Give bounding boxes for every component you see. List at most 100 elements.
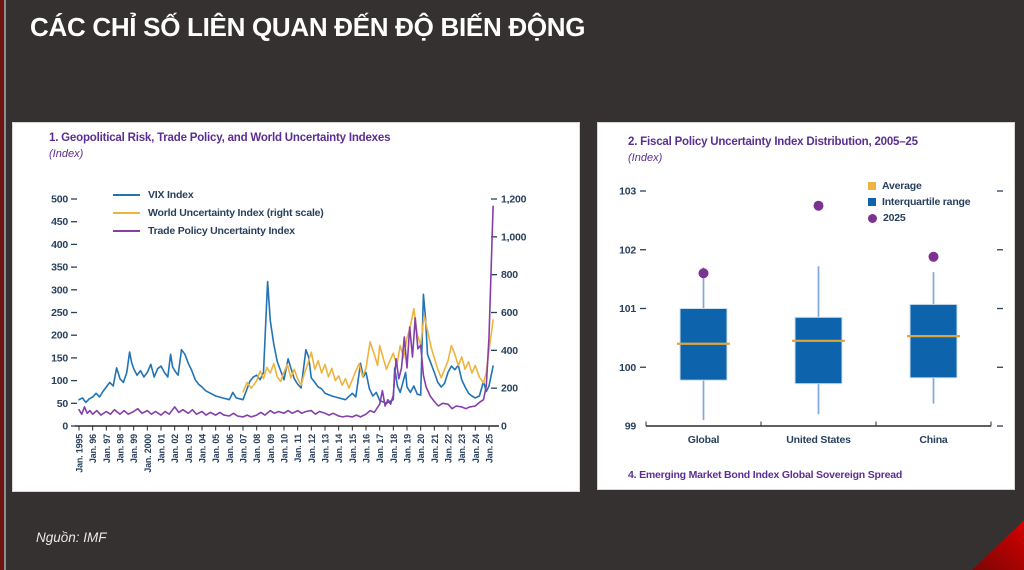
dot-2025 (698, 268, 709, 279)
svg-text:Jan. 17: Jan. 17 (375, 434, 385, 463)
svg-text:Jan. 18: Jan. 18 (389, 434, 399, 463)
svg-text:150: 150 (51, 352, 68, 364)
svg-text:450: 450 (51, 216, 68, 228)
svg-text:Jan. 2000: Jan. 2000 (143, 434, 153, 473)
legend-item-0: Average (868, 180, 970, 192)
legend-item-1: World Uncertainty Index (right scale) (113, 207, 324, 219)
svg-text:250: 250 (51, 307, 68, 319)
legend-label: 2025 (883, 212, 906, 224)
svg-text:Jan. 14: Jan. 14 (334, 434, 344, 463)
svg-text:Jan. 20: Jan. 20 (416, 434, 426, 463)
panel-uncertainty-indexes-chart: 1. Geopolitical Risk, Trade Policy, and … (12, 122, 580, 492)
legend-label: Average (882, 180, 922, 192)
svg-text:0: 0 (62, 421, 68, 433)
axes: 99 100 101 102 103 Global United States China (619, 186, 1003, 446)
series-line-0 (78, 280, 494, 405)
svg-text:Jan. 07: Jan. 07 (239, 434, 249, 463)
legend-circle-swatch (868, 213, 877, 223)
svg-text:Jan. 03: Jan. 03 (184, 434, 194, 463)
svg-text:500: 500 (51, 194, 68, 206)
svg-text:Jan. 97: Jan. 97 (102, 434, 112, 463)
svg-text:50: 50 (57, 398, 69, 410)
svg-text:100: 100 (619, 362, 636, 374)
svg-text:1,200: 1,200 (501, 194, 527, 206)
chart1-subtitle: (Index) (49, 148, 84, 160)
svg-text:Jan. 08: Jan. 08 (252, 434, 262, 463)
svg-text:Jan. 06: Jan. 06 (225, 434, 235, 463)
svg-text:200: 200 (501, 383, 518, 395)
svg-text:200: 200 (51, 330, 68, 342)
chart2-title: 2. Fiscal Policy Uncertainty Index Distr… (628, 136, 918, 148)
svg-text:Jan. 98: Jan. 98 (116, 434, 126, 463)
svg-text:Jan. 02: Jan. 02 (170, 434, 180, 463)
left-accent-strip (0, 0, 4, 570)
svg-text:1,000: 1,000 (501, 231, 527, 243)
svg-text:Jan. 15: Jan. 15 (348, 434, 358, 463)
slide-title: CÁC CHỈ SỐ LIÊN QUAN ĐẾN ĐỘ BIẾN ĐỘNG (30, 12, 586, 42)
svg-text:Jan. 19: Jan. 19 (403, 434, 413, 463)
legend-item-2: 2025 (868, 212, 970, 224)
legend-item-0: VIX Index (113, 189, 324, 201)
legend-item-1: Interquartile range (868, 196, 971, 208)
line-chart: 0 50 100 150 200 250 300 350 400 450 500 0 200 400 600… (51, 194, 527, 473)
svg-text:Jan. 99: Jan. 99 (129, 434, 139, 463)
svg-text:Global: Global (688, 434, 720, 446)
chart2-subtitle: (Index) (628, 152, 663, 164)
source-note: Nguồn: IMF (36, 530, 107, 545)
series-line-2 (78, 205, 494, 418)
svg-text:400: 400 (501, 345, 518, 357)
svg-text:0: 0 (501, 421, 507, 433)
svg-text:Jan. 09: Jan. 09 (266, 434, 276, 463)
svg-text:China: China (919, 434, 948, 446)
svg-text:Jan. 25: Jan. 25 (485, 434, 495, 463)
svg-text:800: 800 (501, 269, 518, 281)
svg-text:Jan. 23: Jan. 23 (457, 434, 467, 463)
svg-text:300: 300 (51, 284, 68, 296)
svg-text:Jan. 01: Jan. 01 (157, 434, 167, 463)
svg-text:Jan. 1995: Jan. 1995 (75, 434, 85, 473)
svg-text:400: 400 (51, 239, 68, 251)
box-united-states (792, 200, 845, 415)
panel-fiscal-uncertainty-boxplot: 2. Fiscal Policy Uncertainty Index Distr… (597, 122, 1015, 490)
dot-2025 (928, 251, 939, 262)
svg-text:Jan. 12: Jan. 12 (307, 434, 317, 463)
box-plot-chart: 99 100 101 102 103 Global United States China (619, 186, 1003, 446)
chart1-title: 1. Geopolitical Risk, Trade Policy, and … (49, 132, 391, 144)
next-chart-heading: 4. Emerging Market Bond Index Global Sov… (628, 469, 903, 481)
series-line-1 (242, 307, 494, 393)
svg-text:101: 101 (619, 303, 636, 315)
chart1-legend: VIX Index World Uncertainty Index (right … (113, 189, 324, 237)
svg-text:Jan. 16: Jan. 16 (362, 434, 372, 463)
svg-text:102: 102 (619, 244, 636, 256)
red-triangle (972, 520, 1024, 570)
svg-text:350: 350 (51, 262, 68, 274)
left-accent-line (4, 0, 6, 570)
svg-text:100: 100 (51, 375, 68, 387)
svg-text:99: 99 (625, 421, 637, 433)
legend-item-2: Trade Policy Uncertainty Index (113, 225, 324, 237)
legend-line-swatch (113, 193, 140, 197)
legend-line-swatch (113, 211, 140, 215)
svg-text:Jan. 96: Jan. 96 (88, 434, 98, 463)
svg-text:600: 600 (501, 307, 518, 319)
legend-label: World Uncertainty Index (right scale) (148, 207, 324, 219)
svg-text:Jan. 05: Jan. 05 (211, 434, 221, 463)
svg-text:Jan. 22: Jan. 22 (444, 434, 454, 463)
corner-triangle-decoration (972, 520, 1024, 570)
box-china (907, 251, 960, 404)
svg-text:103: 103 (619, 186, 636, 198)
dot-2025 (813, 200, 824, 211)
legend-square-swatch (868, 182, 876, 190)
chart2-legend: Average Interquartile range 2025 (868, 180, 971, 224)
svg-text:Jan. 04: Jan. 04 (198, 434, 208, 463)
axes: 0 50 100 150 200 250 300 350 400 450 500 0 200 400 600… (51, 194, 527, 473)
svg-text:Jan. 24: Jan. 24 (471, 434, 481, 463)
svg-text:Jan. 11: Jan. 11 (293, 434, 303, 463)
svg-text:Jan. 10: Jan. 10 (280, 434, 290, 463)
legend-label: Trade Policy Uncertainty Index (148, 225, 295, 237)
svg-text:United States: United States (786, 434, 851, 446)
svg-text:Jan. 13: Jan. 13 (321, 434, 331, 463)
svg-text:Jan. 21: Jan. 21 (430, 434, 440, 463)
legend-label: Interquartile range (882, 196, 971, 208)
